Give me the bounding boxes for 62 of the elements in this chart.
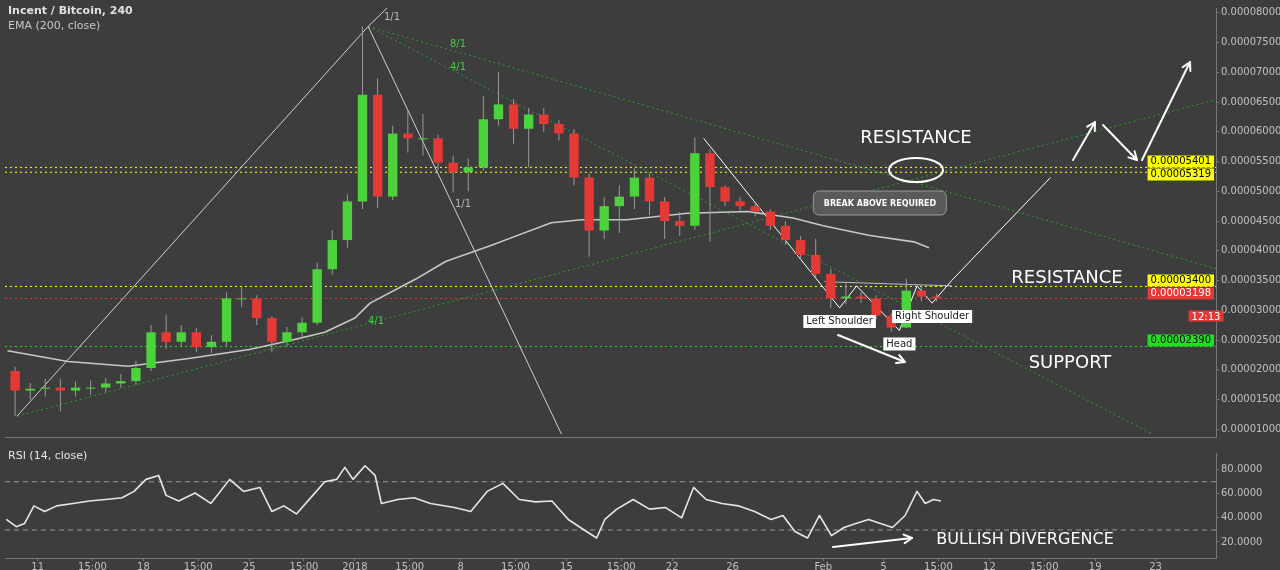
y-tick-label: 80.0000 [1221, 463, 1263, 475]
annotation: Left Shoulder [806, 314, 874, 326]
annotation: 12:13 [1191, 310, 1221, 322]
annotation: 1/1 [383, 10, 401, 22]
y-tick-label: 60.0000 [1221, 487, 1263, 499]
y-tick-label: 40.0000 [1221, 511, 1263, 523]
ref-line-label: 0.00003198 [1150, 287, 1212, 299]
x-tick-label: 26 [726, 560, 739, 570]
x-tick-label: 15 [560, 560, 573, 570]
annotation: BULLISH DIVERGENCE [936, 528, 1114, 548]
ref-line-label: 0.00005319 [1150, 168, 1212, 179]
x-tick-label: 25 [242, 560, 256, 570]
x-tick-label: 5 [880, 560, 887, 570]
annotation: RESISTANCE [1011, 265, 1123, 287]
annotation: 8/1 [449, 37, 467, 49]
annotation: 4/1 [367, 314, 385, 326]
x-tick-label: Feb [814, 560, 833, 570]
x-tick-label: 15:00 [395, 560, 425, 570]
y-tick-label: 0.00005000 [1221, 184, 1280, 196]
x-tick-label: 22 [665, 560, 679, 570]
x-tick-label: 18 [137, 560, 150, 570]
x-tick-label: 15:00 [183, 560, 213, 570]
y-tick-label: 0.00003500 [1221, 274, 1280, 286]
x-tick-label: 15:00 [289, 560, 319, 570]
y-tick-label: 0.00008000 [1221, 6, 1280, 18]
y-tick-label: 0.00003000 [1221, 303, 1280, 315]
ref-line-label: 0.00002390 [1150, 334, 1212, 346]
x-tick-label: 8 [457, 560, 464, 570]
y-tick-label: 0.00007000 [1221, 65, 1280, 77]
y-tick-label: 0.00006000 [1221, 125, 1280, 137]
x-tick-label: 23 [1149, 560, 1162, 570]
y-tick-label: 0.00002500 [1221, 333, 1280, 345]
annotation: SUPPORT [1028, 350, 1112, 372]
annotation: Head [886, 337, 913, 349]
annotation: Right Shoulder [895, 310, 971, 322]
ref-line-label: 0.00005401 [1150, 155, 1212, 166]
x-tick-label: 11 [31, 560, 45, 570]
annotation: 1/1 [454, 197, 472, 209]
x-tick-label: 15:00 [501, 560, 530, 570]
x-tick-label: 12 [983, 560, 996, 570]
y-tick-label: 0.00001000 [1221, 422, 1280, 434]
x-tick-label: 15:00 [924, 560, 953, 570]
x-tick-label: 19 [1088, 560, 1102, 570]
annotation: RESISTANCE [860, 125, 972, 147]
y-tick-label: 20.0000 [1221, 535, 1263, 547]
annotation: BREAK ABOVE REQUIRED [812, 190, 948, 216]
y-tick-label: 0.00006500 [1221, 95, 1280, 107]
x-tick-label: 15:00 [606, 560, 636, 570]
text: EMA (200, close) [8, 18, 102, 33]
x-tick-label: 2018 [342, 560, 368, 570]
y-tick-label: 0.00004000 [1221, 244, 1280, 256]
chart-title: Incent / Bitcoin, 240 [8, 3, 133, 18]
annotation: 4/1 [449, 60, 467, 72]
y-tick-label: 0.00007500 [1221, 36, 1280, 48]
text: RSI (14, close) [8, 448, 88, 463]
y-tick-label: 0.00005500 [1221, 155, 1280, 167]
y-tick-label: 0.00001500 [1221, 393, 1280, 405]
y-tick-label: 0.00002000 [1221, 363, 1280, 375]
x-tick-label: 15:00 [78, 560, 107, 570]
x-tick-label: 15:00 [1029, 560, 1059, 570]
y-tick-label: 0.00004500 [1221, 214, 1280, 226]
ref-line-label: 0.00003400 [1150, 274, 1212, 286]
